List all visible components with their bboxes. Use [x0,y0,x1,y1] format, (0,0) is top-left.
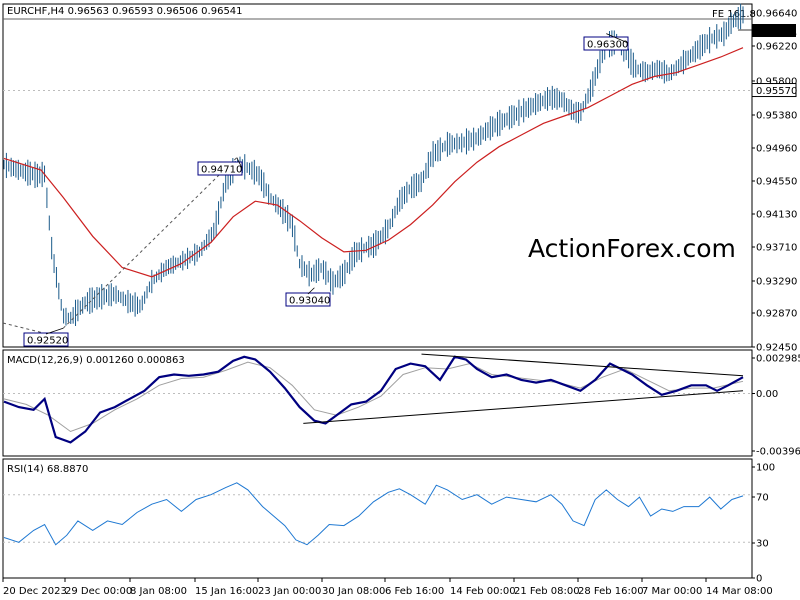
current-price-label: 0.96541 [756,27,797,38]
price-y-tick-label: 0.92450 [756,343,797,354]
x-tick-label: 21 Feb 08:00 [514,586,580,597]
rsi-label: RSI(14) 68.8870 [7,464,88,475]
x-tick-label: 28 Feb 16:00 [578,586,644,597]
price-annotation-box [23,332,69,347]
rsi-pane-frame [2,458,753,579]
price-pane-frame [2,3,753,348]
x-tick-label: 7 Mar 00:00 [642,586,702,597]
price-y-tick-label: 0.94960 [756,144,797,155]
x-tick-label: 8 Jan 08:00 [130,586,187,597]
x-tick-label: 30 Jan 08:00 [322,586,385,597]
price-annotation: 0.94710 [197,161,243,176]
support-level-box [751,83,797,98]
rsi-line [3,482,744,546]
price-annotation-leader [45,327,64,335]
rsi-y-tick-label: 30 [756,539,769,550]
x-tick-label: 14 Mar 08:00 [706,586,773,597]
price-annotation: 0.92520 [23,332,69,347]
price-bars [3,3,744,327]
x-tick-label: 29 Dec 00:00 [65,586,132,597]
x-tick-label: 20 Dec 2023 [3,586,67,597]
price-annotation-leader [236,157,243,169]
price-annotation-text: 0.92520 [27,336,68,347]
price-annotation-leader [307,287,315,295]
rsi-y-tick-label: 100 [756,463,775,474]
rsi-y-tick-label: 70 [756,493,769,504]
macd-y-tick-label: -0.00396 [756,447,800,458]
x-tick-label: 23 Jan 00:00 [258,586,321,597]
price-y-tick-label: 0.94130 [756,210,797,221]
macd-y-tick-label: 0.00 [756,389,778,400]
price-annotation-box [583,36,629,51]
rsi-y-tick-label: 0 [756,574,762,585]
price-y-tick-label: 0.93710 [756,243,797,254]
current-price-box [752,24,796,37]
fib-projection-line [62,157,238,329]
price-y-tick-label: 0.96640 [756,9,797,20]
macd-lower-trendline [303,390,744,424]
price-annotation-text: 0.94710 [201,165,242,176]
price-y-tick-label: 0.94550 [756,177,797,188]
price-annotation: 0.93040 [285,292,331,307]
support-level-label: 0.95570 [756,86,797,97]
macd-upper-trendline [421,353,744,377]
price-annotation-box [197,161,243,176]
macd-label: MACD(12,26,9) 0.001260 0.000863 [7,355,185,366]
support-level-tag: 0.95570 [751,83,797,98]
macd-y-tick-label: 0.002985 [756,354,800,365]
price-y-tick-label: 0.95800 [756,77,797,88]
price-annotation-text: 0.93040 [289,296,330,307]
watermark-text: ActionForex.com [528,234,736,263]
price-annotation-leader [606,33,629,44]
price-y-tick-label: 0.96220 [756,42,797,53]
price-annotation-box [285,292,331,307]
current-price-tag: 0.96541 [752,24,797,38]
macd-signal-line [3,361,744,433]
x-tick-label: 14 Feb 00:00 [450,586,516,597]
moving-average-line [3,47,744,278]
price-annotation-text: 0.96300 [587,40,628,51]
price-y-tick-label: 0.93290 [756,277,797,288]
price-y-tick-label: 0.92870 [756,309,797,320]
x-tick-label: 6 Feb 16:00 [385,586,444,597]
price-y-tick-label: 0.95380 [756,111,797,122]
x-tick-label: 15 Jan 16:00 [195,586,258,597]
price-header-label: EURCHF,H4 0.96563 0.96593 0.96506 0.9654… [7,6,243,17]
macd-line [3,355,744,444]
price-annotation: 0.96300 [583,36,629,51]
